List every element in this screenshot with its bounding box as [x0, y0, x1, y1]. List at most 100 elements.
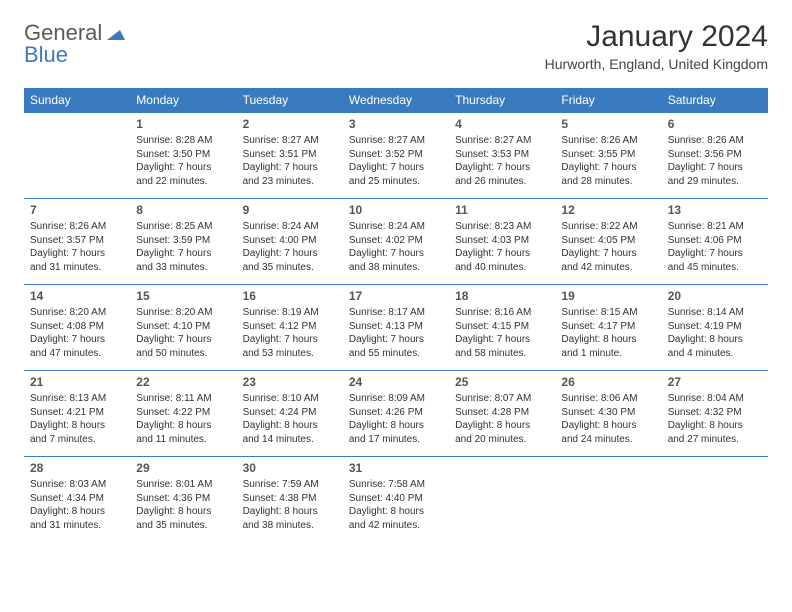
calendar-row: 21 Sunrise: 8:13 AMSunset: 4:21 PM Dayligh… — [24, 371, 768, 457]
location-text: Hurworth, England, United Kingdom — [545, 56, 768, 72]
calendar-cell: 12 Sunrise: 8:22 AMSunset: 4:05 PMDayligh… — [555, 199, 661, 285]
day-number: 15 — [136, 288, 230, 304]
daylight-text: and 7 minutes. — [30, 433, 124, 447]
calendar-cell: 22Sunrise: 8:11 AMSunset: 4:22 PMDayligh… — [130, 371, 236, 457]
daylight-text: Daylight: 7 hours — [561, 247, 655, 261]
daylight-text: Daylight: 7 hours — [136, 161, 230, 175]
daylight-text: and 50 minutes. — [136, 347, 230, 361]
day-number: 24 — [349, 374, 443, 390]
day-header-row: Sunday Monday Tuesday Wednesday Thursday… — [24, 88, 768, 113]
calendar-row: 14Sunrise: 8:20 AMSunset: 4:08 PMDayligh… — [24, 285, 768, 371]
calendar-cell: 20Sunrise: 8:14 AMSunset: 4:19 PMDayligh… — [662, 285, 768, 371]
sunset-text: Sunset: 3:57 PM — [30, 234, 124, 248]
calendar-cell — [662, 457, 768, 543]
calendar-cell: 19Sunrise: 8:15 AMSunset: 4:17 PMDayligh… — [555, 285, 661, 371]
sunrise-text: Sunrise: 8:10 AM — [243, 392, 337, 406]
sunset-text: Sunset: 4:28 PM — [455, 406, 549, 420]
calendar-row: 28Sunrise: 8:03 AMSunset: 4:34 PMDayligh… — [24, 457, 768, 543]
sunrise-text: Sunrise: 8:20 AM — [136, 306, 230, 320]
header: General January 2024 Hurworth, England, … — [24, 20, 768, 72]
sunrise-text: Sunrise: 8:21 AM — [668, 220, 762, 234]
day-header: Wednesday — [343, 88, 449, 113]
sunset-text: Sunset: 3:52 PM — [349, 148, 443, 162]
calendar-cell: 7 Sunrise: 8:26 AMSunset: 3:57 PMDaylight… — [24, 199, 130, 285]
sunrise-text: Sunrise: 8:13 AM — [30, 392, 124, 406]
calendar-cell: 28Sunrise: 8:03 AMSunset: 4:34 PMDayligh… — [24, 457, 130, 543]
daylight-text: Daylight: 7 hours — [243, 247, 337, 261]
daylight-text: Daylight: 8 hours — [136, 505, 230, 519]
sunrise-text: Sunrise: 8:15 AM — [561, 306, 655, 320]
calendar-cell: 31Sunrise: 7:58 AMSunset: 4:40 PMDayligh… — [343, 457, 449, 543]
daylight-text: and 45 minutes. — [668, 261, 762, 275]
day-number: 11 — [455, 202, 549, 218]
day-number: 25 — [455, 374, 549, 390]
calendar-cell: 30Sunrise: 7:59 AMSunset: 4:38 PMDayligh… — [237, 457, 343, 543]
calendar-cell: 4Sunrise: 8:27 AMSunset: 3:53 PMDaylight… — [449, 113, 555, 199]
sunset-text: Sunset: 4:08 PM — [30, 320, 124, 334]
calendar-cell: 27Sunrise: 8:04 AMSunset: 4:32 PMDayligh… — [662, 371, 768, 457]
calendar-row: 1Sunrise: 8:28 AMSunset: 3:50 PMDaylight… — [24, 113, 768, 199]
sunrise-text: Sunrise: 8:09 AM — [349, 392, 443, 406]
month-title: January 2024 — [545, 20, 768, 54]
daylight-text: and 35 minutes. — [136, 519, 230, 533]
day-number: 28 — [30, 460, 124, 476]
title-block: January 2024 Hurworth, England, United K… — [545, 20, 768, 72]
daylight-text: Daylight: 7 hours — [243, 161, 337, 175]
sunset-text: Sunset: 4:26 PM — [349, 406, 443, 420]
calendar-cell: 18Sunrise: 8:16 AMSunset: 4:15 PMDayligh… — [449, 285, 555, 371]
daylight-text: and 24 minutes. — [561, 433, 655, 447]
daylight-text: and 35 minutes. — [243, 261, 337, 275]
daylight-text: Daylight: 8 hours — [136, 419, 230, 433]
day-number: 12 — [561, 202, 655, 218]
day-number: 7 — [30, 202, 124, 218]
calendar-cell — [24, 113, 130, 199]
sunset-text: Sunset: 4:02 PM — [349, 234, 443, 248]
sunrise-text: Sunrise: 8:03 AM — [30, 478, 124, 492]
daylight-text: and 25 minutes. — [349, 175, 443, 189]
calendar-cell — [449, 457, 555, 543]
sunrise-text: Sunrise: 8:25 AM — [136, 220, 230, 234]
sunset-text: Sunset: 4:21 PM — [30, 406, 124, 420]
daylight-text: Daylight: 7 hours — [30, 247, 124, 261]
daylight-text: and 22 minutes. — [136, 175, 230, 189]
daylight-text: Daylight: 8 hours — [561, 419, 655, 433]
day-number: 14 — [30, 288, 124, 304]
calendar-cell: 10Sunrise: 8:24 AMSunset: 4:02 PMDayligh… — [343, 199, 449, 285]
daylight-text: Daylight: 7 hours — [349, 333, 443, 347]
sunrise-text: Sunrise: 8:26 AM — [30, 220, 124, 234]
daylight-text: and 55 minutes. — [349, 347, 443, 361]
calendar-cell: 29Sunrise: 8:01 AMSunset: 4:36 PMDayligh… — [130, 457, 236, 543]
sunset-text: Sunset: 4:22 PM — [136, 406, 230, 420]
calendar-cell: 3Sunrise: 8:27 AMSunset: 3:52 PMDaylight… — [343, 113, 449, 199]
sunset-text: Sunset: 4:30 PM — [561, 406, 655, 420]
sunset-text: Sunset: 3:56 PM — [668, 148, 762, 162]
sunrise-text: Sunrise: 8:28 AM — [136, 134, 230, 148]
daylight-text: Daylight: 7 hours — [561, 161, 655, 175]
day-number: 21 — [30, 374, 124, 390]
daylight-text: and 28 minutes. — [561, 175, 655, 189]
sunset-text: Sunset: 4:36 PM — [136, 492, 230, 506]
logo-blue-wrap: Blue — [24, 42, 68, 68]
sunset-text: Sunset: 4:40 PM — [349, 492, 443, 506]
calendar-table: Sunday Monday Tuesday Wednesday Thursday… — [24, 88, 768, 543]
sunrise-text: Sunrise: 7:59 AM — [243, 478, 337, 492]
day-number: 30 — [243, 460, 337, 476]
sunrise-text: Sunrise: 7:58 AM — [349, 478, 443, 492]
daylight-text: Daylight: 7 hours — [349, 247, 443, 261]
logo-arrow-icon — [107, 26, 125, 45]
sunrise-text: Sunrise: 8:17 AM — [349, 306, 443, 320]
daylight-text: and 29 minutes. — [668, 175, 762, 189]
sunset-text: Sunset: 3:55 PM — [561, 148, 655, 162]
sunrise-text: Sunrise: 8:22 AM — [561, 220, 655, 234]
sunrise-text: Sunrise: 8:27 AM — [455, 134, 549, 148]
day-number: 16 — [243, 288, 337, 304]
sunset-text: Sunset: 4:13 PM — [349, 320, 443, 334]
sunset-text: Sunset: 4:05 PM — [561, 234, 655, 248]
calendar-cell: 17Sunrise: 8:17 AMSunset: 4:13 PMDayligh… — [343, 285, 449, 371]
sunrise-text: Sunrise: 8:19 AM — [243, 306, 337, 320]
sunset-text: Sunset: 4:19 PM — [668, 320, 762, 334]
daylight-text: and 47 minutes. — [30, 347, 124, 361]
sunrise-text: Sunrise: 8:26 AM — [668, 134, 762, 148]
sunrise-text: Sunrise: 8:06 AM — [561, 392, 655, 406]
sunrise-text: Sunrise: 8:20 AM — [30, 306, 124, 320]
